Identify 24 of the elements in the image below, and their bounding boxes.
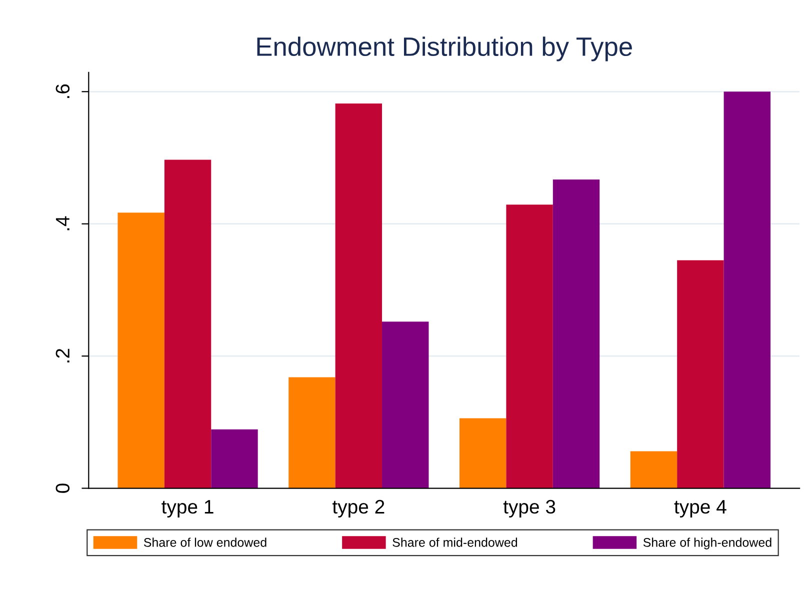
bar <box>118 212 164 488</box>
bar <box>724 92 770 488</box>
bar <box>552 180 600 488</box>
bar <box>630 451 678 488</box>
bar <box>459 418 506 488</box>
bar <box>288 377 336 488</box>
legend-label: Share of low endowed <box>144 538 266 547</box>
y-tick-label: .4 <box>56 216 70 230</box>
y-tick-label: .6 <box>56 84 70 98</box>
bar <box>164 160 212 488</box>
x-tick-label: type 3 <box>503 500 556 518</box>
legend-label: Share of mid-endowed <box>392 538 518 547</box>
chart-title: Endowment Distribution by Type <box>257 36 632 62</box>
bar <box>335 104 382 488</box>
bar <box>506 204 553 488</box>
y-tick-label: 0 <box>56 484 70 493</box>
x-tick-label: type 4 <box>674 500 726 518</box>
bar <box>211 429 258 488</box>
x-tick-label: type 1 <box>162 500 214 518</box>
x-tick-label: type 2 <box>332 500 384 518</box>
bar <box>382 322 429 488</box>
legend-label: Share of high-endowed <box>643 538 772 550</box>
bar <box>677 260 724 488</box>
y-tick-label: .2 <box>56 348 70 362</box>
